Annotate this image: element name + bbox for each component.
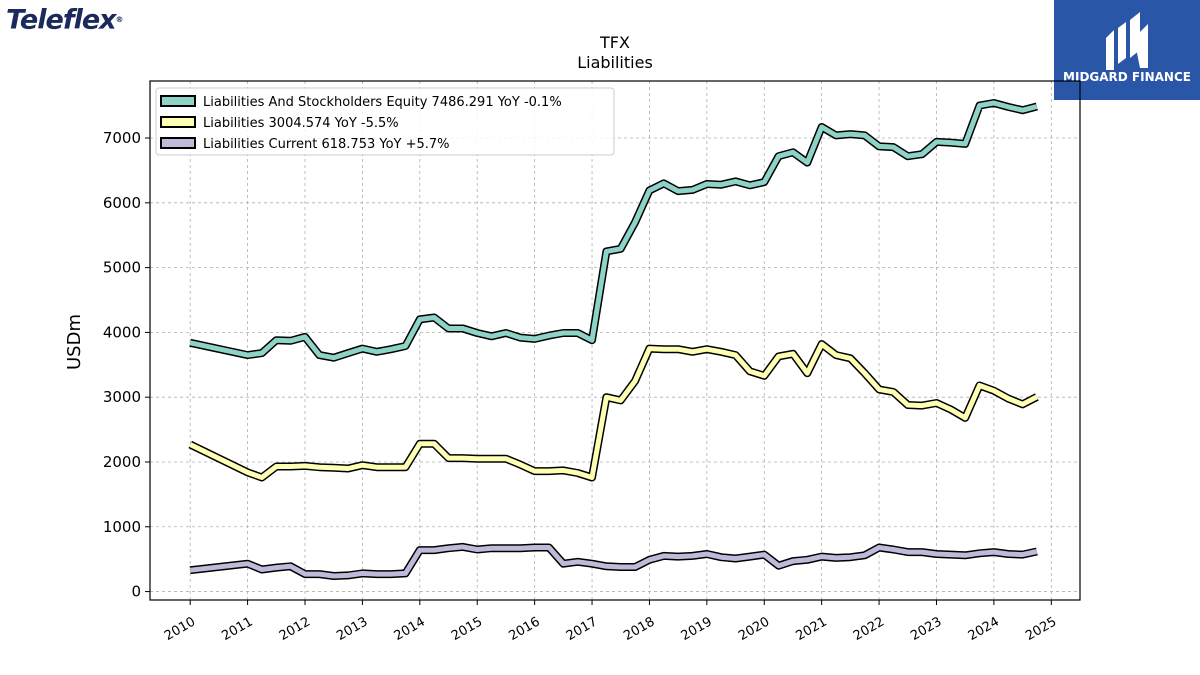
x-axis: 2010 2011 2012 2013 2014 2015 2016 2017 2018 2019… [162,600,1059,644]
legend-item: Liabilities And Stockholders Equity 7486… [160,95,562,110]
x-tick-label: 2013 [334,614,370,644]
chart-subtitle: Liabilities [577,53,653,72]
midgard-logo-text: MIDGARD FINANCE [1063,70,1191,84]
legend-label: Liabilities And Stockholders Equity 7486… [203,95,562,110]
legend-swatch [160,137,196,149]
y-tick-label: 1000 [103,518,141,536]
teleflex-logo: Teleflex® [6,4,124,36]
series-line [189,341,1039,480]
x-tick-label: 2022 [851,614,887,644]
x-tick-label: 2020 [736,614,772,644]
x-tick-label: 2014 [392,614,428,644]
y-tick-label: 4000 [103,323,141,341]
legend-box [155,87,615,156]
x-tick-label: 2012 [277,614,313,644]
x-tick-label: 2010 [162,614,198,644]
midgard-finance-logo: MIDGARD FINANCE [1054,0,1200,100]
legend-swatch [160,95,196,107]
y-axis-label: USDm [64,314,85,370]
legend-label: Liabilities Current 618.753 YoY +5.7% [203,137,450,152]
y-tick-label: 3000 [103,388,141,406]
midgard-emblem-icon [1106,12,1148,70]
legend-item: Liabilities 3004.574 YoY -5.5% [160,116,399,131]
y-axis: 0 1000 2000 3000 4000 5000 6000 7000 [103,129,150,601]
y-tick-label: 2000 [103,453,141,471]
series-line [189,544,1038,579]
series-2 [188,340,1039,482]
series-line-outline [188,340,1039,482]
legend-swatch [160,116,196,128]
legend-item: Liabilities Current 618.753 YoY +5.7% [160,137,450,152]
x-tick-label: 2025 [1023,614,1059,644]
x-tick-label: 2011 [219,614,255,644]
series-1 [189,99,1038,362]
y-tick-label: 0 [131,583,141,601]
plot-frame [149,80,1081,601]
x-tick-label: 2016 [506,614,542,644]
x-tick-label: 2019 [679,614,715,644]
x-tick-label: 2017 [564,614,600,644]
chart-title: TFX [599,33,630,52]
x-tick-label: 2018 [621,614,657,644]
x-tick-label: 2023 [908,614,944,644]
series-3 [189,542,1038,580]
x-tick-label: 2015 [449,614,485,644]
x-tick-label: 2021 [794,614,830,644]
y-tick-label: 6000 [103,194,141,212]
teleflex-logo-text: Teleflex [6,4,117,36]
series-line [189,100,1038,361]
legend-label: Liabilities 3004.574 YoY -5.5% [203,116,399,131]
y-tick-label: 7000 [103,129,141,147]
series-lines [188,99,1039,580]
y-tick-label: 5000 [103,259,141,277]
x-tick-label: 2024 [966,614,1002,644]
legend: Liabilities And Stockholders Equity 7486… [155,87,615,156]
